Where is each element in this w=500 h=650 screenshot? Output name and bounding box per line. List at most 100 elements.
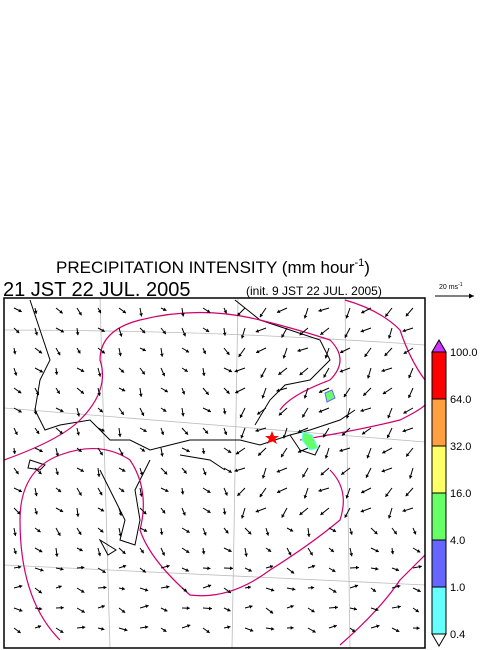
wind-arrow-head <box>228 368 233 373</box>
wind-arrow-head <box>290 604 294 609</box>
wind-arrow-head <box>223 431 228 435</box>
wind-arrow-head <box>142 510 147 515</box>
wind-arrow-head <box>235 451 240 455</box>
wind-arrow-head <box>160 431 165 435</box>
wind-arrow-head <box>207 584 212 588</box>
wind-arrow-head <box>54 553 59 557</box>
wind-scale-exponent: -1 <box>458 282 463 288</box>
wind-arrow-head <box>18 308 22 313</box>
wind-arrow-head <box>375 548 379 553</box>
wind-arrow-head <box>247 530 252 535</box>
wind-arrow-head <box>183 470 187 474</box>
wind-arrow-head <box>141 448 145 452</box>
wind-arrow-head <box>97 552 102 557</box>
wind-arrow-head <box>144 588 149 592</box>
wind-arrow-head <box>202 350 207 355</box>
wind-arrow-head <box>78 492 82 496</box>
wind-arrow-head <box>54 371 59 375</box>
colorbar-segment <box>431 492 447 541</box>
wind-arrow-head <box>13 550 17 555</box>
wind-arrow-head <box>34 332 39 336</box>
wind-arrow-head <box>415 608 419 613</box>
wind-arrow-head <box>360 408 364 413</box>
wind-arrow-head <box>382 450 386 454</box>
wind-arrow-head <box>408 374 412 379</box>
wind-arrow-head <box>143 528 148 532</box>
wind-arrow-head <box>256 349 260 354</box>
wind-arrow-head <box>234 468 238 473</box>
wind-arrow-head <box>181 391 186 395</box>
wind-arrow-head <box>318 308 322 313</box>
wind-arrow-head <box>403 350 408 354</box>
wind-arrow-head <box>120 411 124 415</box>
wind-arrow-head <box>269 610 274 614</box>
wind-arrow-head <box>82 625 86 630</box>
wind-arrow-head <box>35 430 40 435</box>
colorbar-segment <box>431 586 447 635</box>
wind-arrow-head <box>226 351 230 355</box>
wind-arrow-head <box>139 313 143 317</box>
precipitation <box>265 389 336 451</box>
wind-arrow-head <box>402 428 406 433</box>
wind-arrow-head <box>311 585 315 590</box>
wind-arrow-head <box>228 548 232 553</box>
wind-arrow-head <box>234 368 239 373</box>
wind-arrow-head <box>15 329 20 334</box>
wind-arrow-head <box>282 355 287 359</box>
wind-arrow-head <box>366 375 371 379</box>
wind-arrow-head <box>207 566 211 571</box>
wind-arrow-head <box>278 411 283 416</box>
wind-arrow-head <box>341 432 346 436</box>
wind-arrow-head <box>165 488 169 492</box>
wind-arrow-head <box>227 608 231 612</box>
wind-arrow-head <box>145 604 149 609</box>
wind-arrow-head <box>204 430 209 434</box>
wind-arrow-head <box>390 551 395 555</box>
wind-arrow-head <box>416 549 421 553</box>
wind-arrow-head <box>249 628 254 632</box>
wind-arrow-head <box>412 531 417 535</box>
wind-arrow-head <box>403 410 407 414</box>
pressure-contour <box>4 299 425 646</box>
wind-arrow-head <box>248 568 252 572</box>
wind-arrow-head <box>78 531 82 535</box>
wind-arrow-head <box>302 474 306 478</box>
wind-arrow-head <box>303 315 308 319</box>
wind-arrow-head <box>376 624 380 629</box>
wind-arrow-head <box>184 368 188 372</box>
wind-arrow-head <box>330 548 334 552</box>
wind-arrow-head <box>120 369 125 373</box>
wind-arrow-head <box>259 493 263 498</box>
wind-arrow-head <box>140 412 145 416</box>
wind-arrow-head <box>255 428 259 433</box>
wind-arrow-head <box>385 313 389 317</box>
wind-arrow-head <box>282 435 287 439</box>
wind-arrow-head <box>255 329 260 333</box>
wind-arrow-head <box>260 374 264 378</box>
wind-arrow-head <box>13 532 17 536</box>
wind-arrow-head <box>14 431 18 435</box>
wind-arrow-head <box>75 332 80 336</box>
wind-arrow-head <box>237 312 241 316</box>
wind-arrow-head <box>222 411 227 415</box>
wind-arrow-head <box>318 409 323 413</box>
wind-arrow-head <box>387 335 392 339</box>
wind-arrow-head <box>13 372 18 376</box>
wind-arrow-head <box>372 588 376 592</box>
wind-arrow-head <box>38 350 43 354</box>
wind-arrow-head <box>97 373 102 377</box>
wind-arrow-head <box>381 468 386 473</box>
wind-arrow-head <box>207 509 211 513</box>
wind-arrow-head <box>247 585 252 590</box>
wind-arrow-head <box>139 471 144 476</box>
wind-arrow-head <box>37 528 41 533</box>
wind-arrow-head <box>78 311 82 316</box>
wind-arrow-head <box>121 468 126 472</box>
wind-arrow-head <box>118 352 122 357</box>
colorbar-label: 100.0 <box>450 347 478 359</box>
wind-arrow-head <box>159 353 164 357</box>
wind-arrow-head <box>417 588 421 593</box>
wind-arrow-head <box>76 432 80 436</box>
wind-arrow-head <box>80 368 85 372</box>
wind-arrow-head <box>340 349 344 354</box>
